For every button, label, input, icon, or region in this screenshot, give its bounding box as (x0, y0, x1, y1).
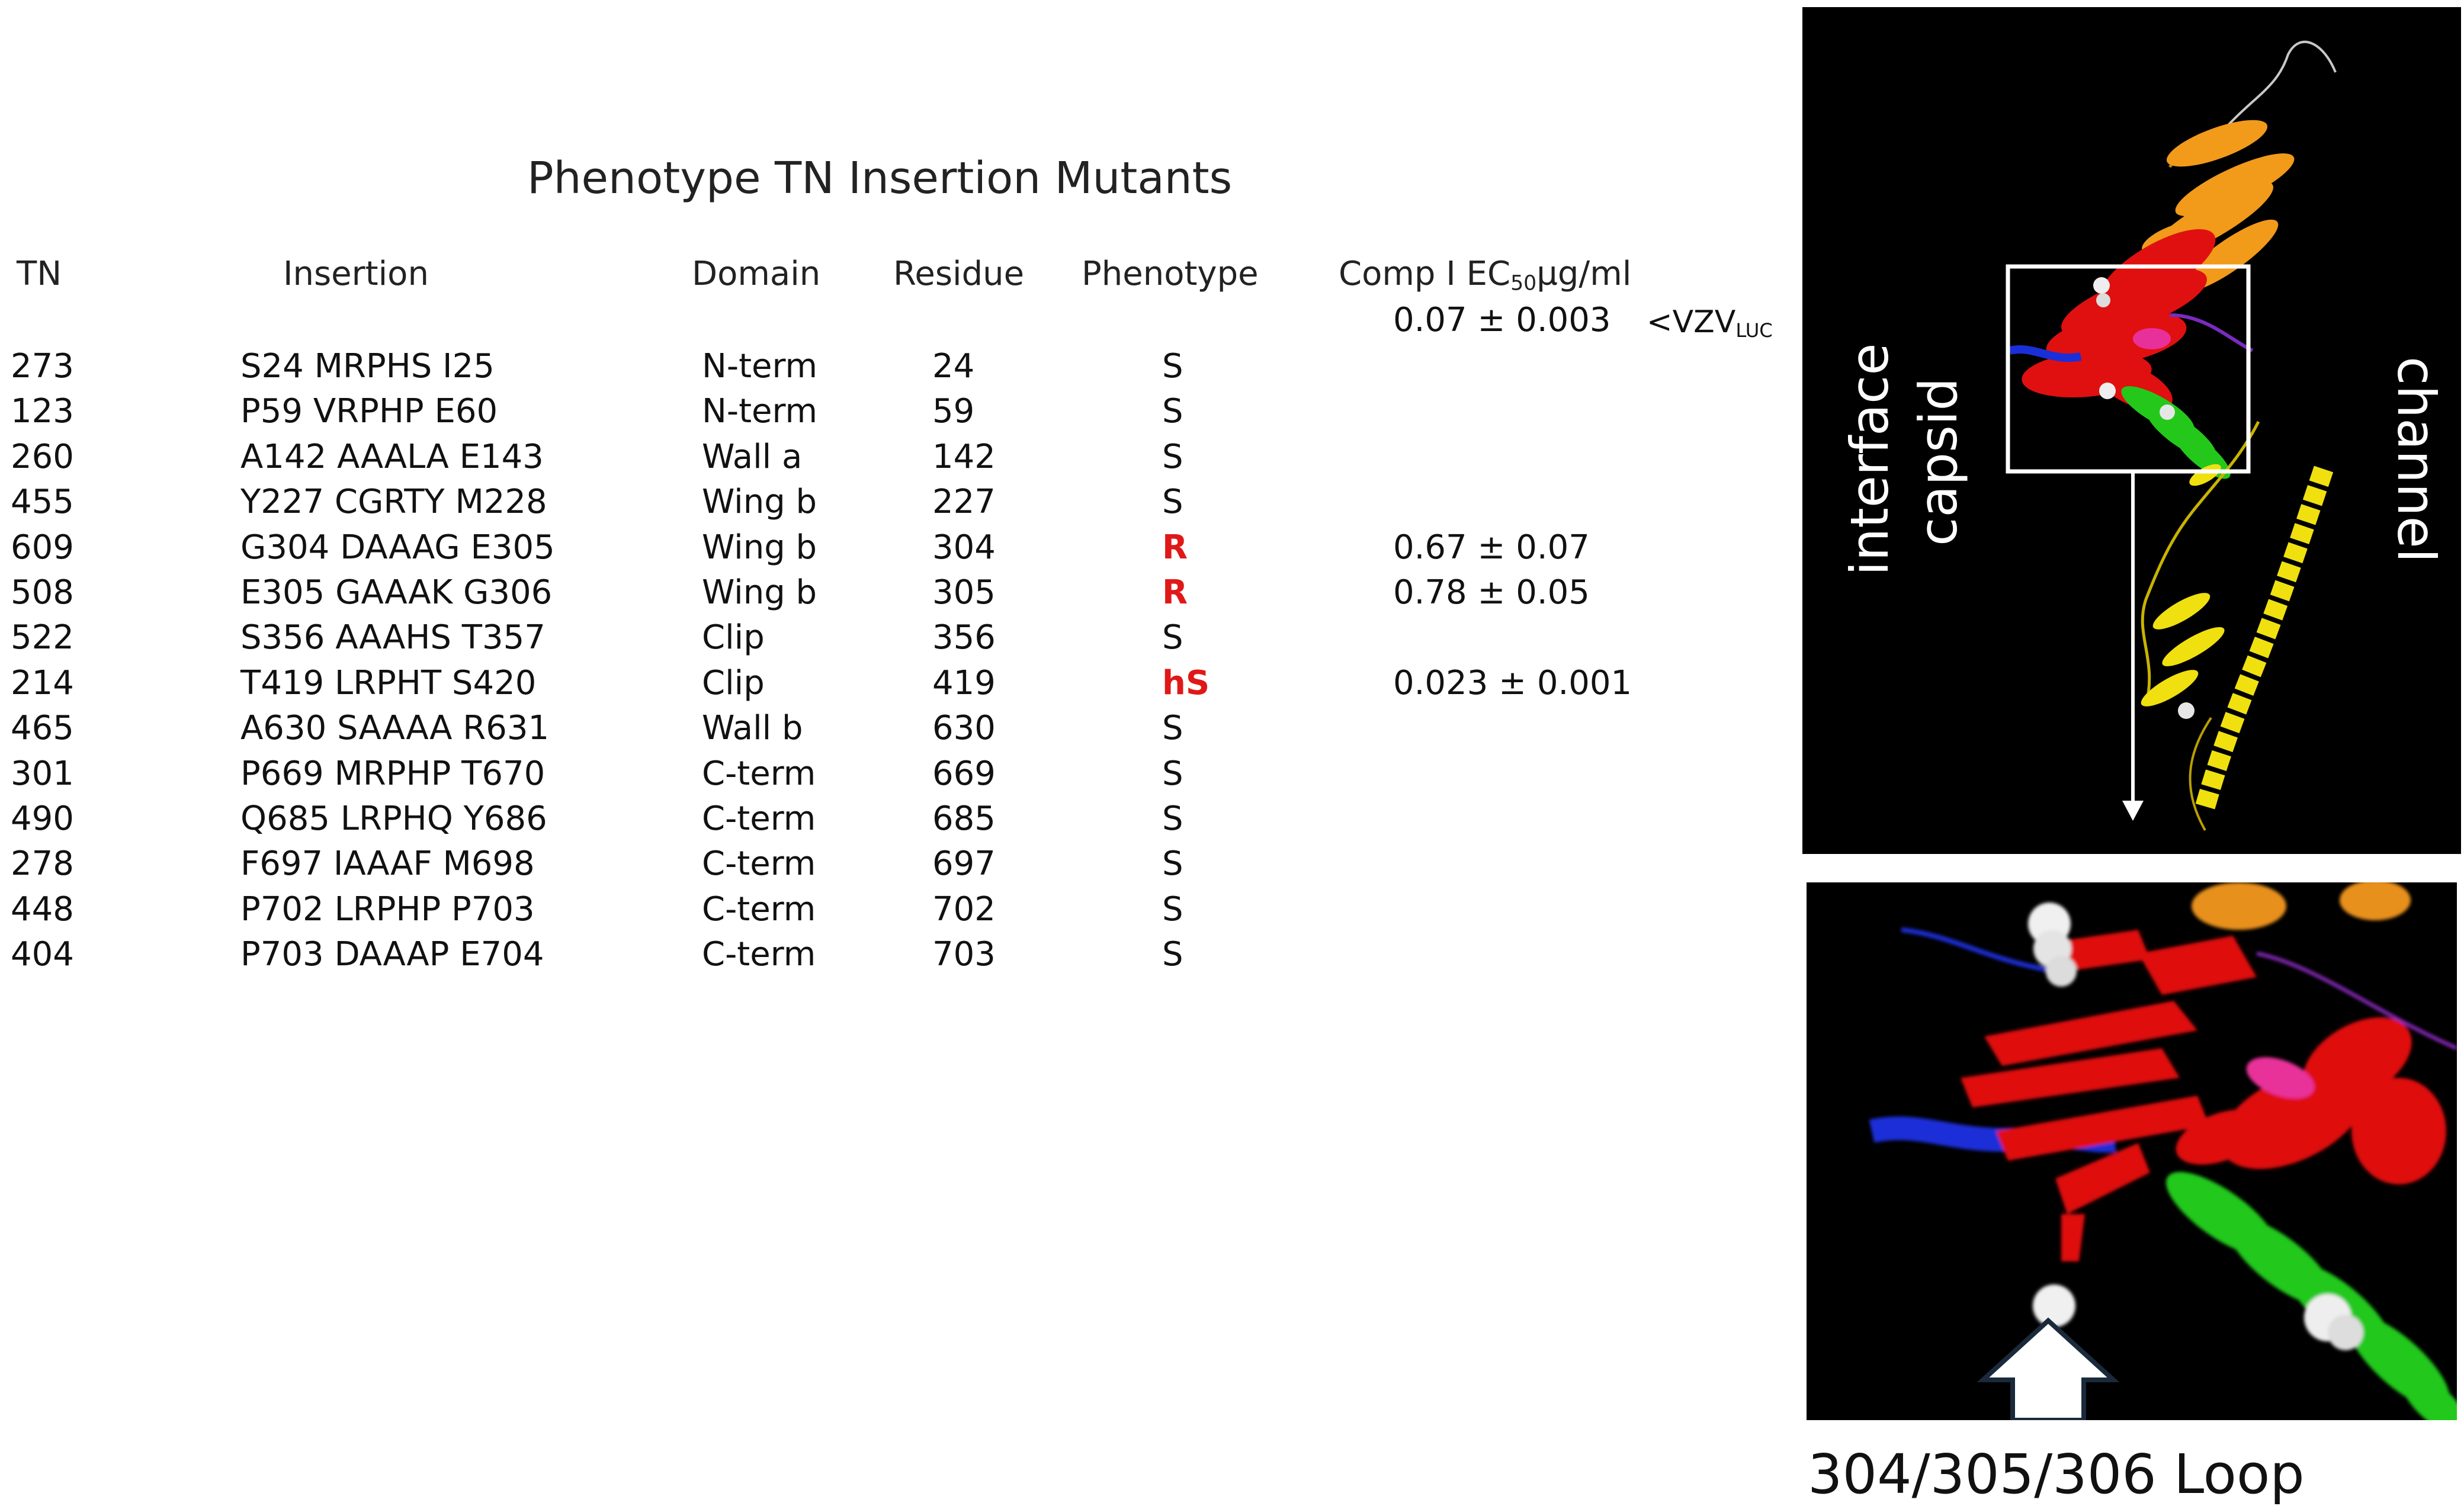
loop-caption: 304/305/306 Loop (1808, 1443, 2305, 1506)
cell-phenotype: S (1162, 347, 1183, 386)
cell-residue: 304 (932, 528, 996, 567)
cell-insertion: S24 MRPHS I25 (240, 347, 495, 386)
label-capsid: capsid (1908, 377, 1969, 546)
cell-tn: 465 (11, 709, 74, 748)
cell-domain: Wall b (702, 709, 803, 748)
cell-phenotype: R (1162, 573, 1188, 612)
cell-ec50: 0.78 ± 0.05 (1393, 573, 1590, 612)
cell-tn: 278 (11, 844, 74, 884)
cell-insertion: A630 SAAAA R631 (240, 709, 550, 748)
cell-phenotype: S (1162, 618, 1183, 657)
cell-insertion: P59 VRPHP E60 (240, 392, 498, 431)
column-header-phenotype: Phenotype (1082, 255, 1259, 293)
cell-phenotype: S (1162, 844, 1183, 884)
ec50-subscript: 50 (1510, 271, 1537, 296)
cell-tn: 123 (11, 392, 74, 431)
cell-domain: N-term (702, 392, 818, 431)
cell-domain: Wing b (702, 483, 817, 522)
cell-insertion: Y227 CGRTY M228 (240, 483, 547, 522)
protein-structure-overview (2006, 40, 2337, 831)
cell-insertion: S356 AAAHS T357 (240, 618, 546, 657)
cell-domain: C-term (702, 754, 816, 793)
cell-residue: 227 (932, 483, 996, 522)
cell-tn: 522 (11, 618, 74, 657)
cell-domain: C-term (702, 799, 816, 838)
loop-zoom-panel (1807, 882, 2457, 1420)
cell-insertion: Q685 LRPHQ Y686 (240, 799, 547, 838)
cell-residue: 669 (932, 754, 996, 793)
reference-ec50-value: 0.07 ± 0.003 (1393, 301, 1611, 339)
cell-insertion: P702 LRPHP P703 (240, 890, 535, 929)
column-header-domain: Domain (692, 255, 821, 293)
cell-domain: C-term (702, 844, 816, 884)
cell-domain: C-term (702, 890, 816, 929)
cell-domain: Clip (702, 618, 765, 657)
cell-insertion: P703 DAAAP E704 (240, 935, 544, 974)
cell-tn: 214 (11, 663, 74, 702)
cell-domain: C-term (702, 935, 816, 974)
ec50-unit: µg/ml (1536, 255, 1632, 293)
cell-residue: 697 (932, 844, 996, 884)
cell-insertion: E305 GAAAK G306 (240, 573, 553, 612)
cell-residue: 59 (932, 392, 975, 431)
cell-domain: N-term (702, 347, 818, 386)
reference-label-subscript: LUC (1735, 319, 1773, 342)
column-header-ec50: Comp I EC50µg/ml (1339, 255, 1631, 296)
cell-tn: 404 (11, 935, 74, 974)
label-channel: channel (2386, 357, 2447, 563)
figure-title: Phenotype TN Insertion Mutants (527, 153, 1233, 204)
cell-residue: 703 (932, 935, 996, 974)
cell-phenotype: R (1162, 528, 1188, 567)
structure-overview-panel: interface capsid channel (1802, 7, 2461, 854)
cell-ec50: 0.023 ± 0.001 (1393, 663, 1632, 702)
cell-phenotype: S (1162, 437, 1183, 476)
cell-residue: 356 (932, 618, 996, 657)
reference-label-text: <VZV (1647, 304, 1736, 340)
cell-insertion: A142 AAALA E143 (240, 437, 544, 476)
cell-tn: 301 (11, 754, 74, 793)
cell-domain: Wall a (702, 437, 803, 476)
cell-insertion: G304 DAAAG E305 (240, 528, 555, 567)
column-header-tn: TN (17, 255, 62, 293)
cell-ec50: 0.67 ± 0.07 (1393, 528, 1590, 567)
cell-phenotype: S (1162, 935, 1183, 974)
cell-residue: 702 (932, 890, 996, 929)
cell-tn: 609 (11, 528, 74, 567)
cell-residue: 24 (932, 347, 975, 386)
cell-insertion: P669 MRPHP T670 (240, 754, 546, 793)
cell-tn: 490 (11, 799, 74, 838)
label-interface: interface (1839, 343, 1900, 576)
cell-tn: 273 (11, 347, 74, 386)
cell-residue: 419 (932, 663, 996, 702)
cell-tn: 455 (11, 483, 74, 522)
cell-domain: Wing b (702, 528, 817, 567)
cell-domain: Clip (702, 663, 765, 702)
cell-residue: 142 (932, 437, 996, 476)
cell-phenotype: S (1162, 890, 1183, 929)
column-header-residue: Residue (893, 255, 1025, 293)
cell-phenotype: S (1162, 392, 1183, 431)
loop-zoom-structure (1869, 882, 2457, 1420)
cell-insertion: T419 LRPHT S420 (240, 663, 537, 702)
cell-tn: 508 (11, 573, 74, 612)
ec50-label: Comp I EC (1339, 255, 1511, 293)
cell-residue: 630 (932, 709, 996, 748)
cell-domain: Wing b (702, 573, 817, 612)
cell-phenotype: S (1162, 709, 1183, 748)
cell-phenotype: S (1162, 754, 1183, 793)
cell-tn: 448 (11, 890, 74, 929)
cell-residue: 685 (932, 799, 996, 838)
cell-insertion: F697 IAAAF M698 (240, 844, 535, 884)
cell-phenotype: S (1162, 483, 1183, 522)
reference-label: <VZVLUC (1647, 304, 1773, 342)
column-header-insertion: Insertion (283, 255, 429, 293)
cell-tn: 260 (11, 437, 74, 476)
cell-phenotype: hS (1162, 663, 1210, 702)
cell-residue: 305 (932, 573, 996, 612)
cell-phenotype: S (1162, 799, 1183, 838)
